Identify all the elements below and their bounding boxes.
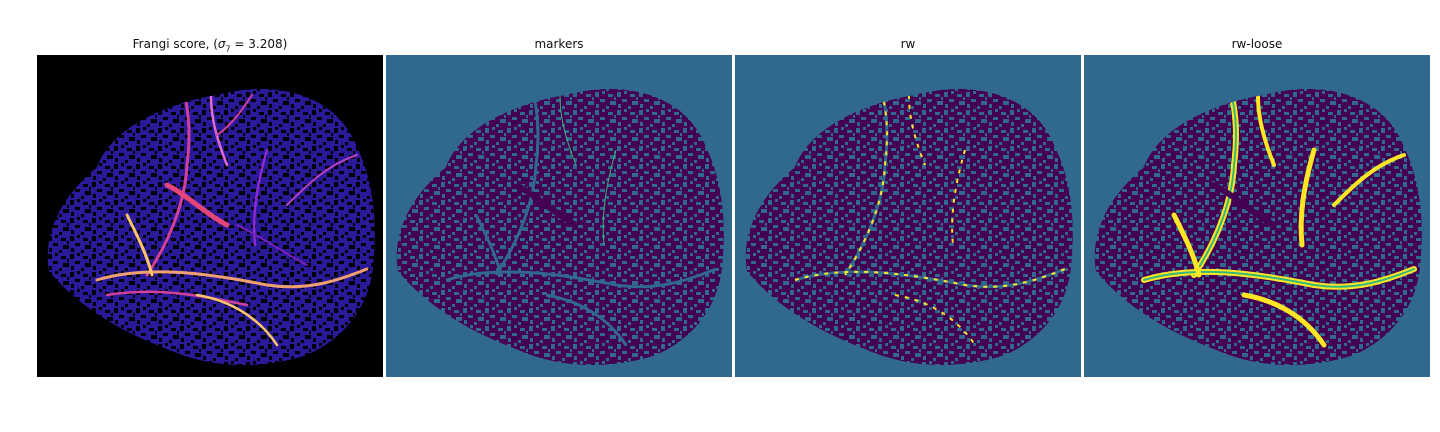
rw-loose-svg: [1094, 89, 1422, 366]
rw-vessels: [794, 89, 1066, 346]
markers-image: [386, 55, 732, 377]
frangi-title-sigma: σ: [217, 37, 226, 51]
frangi-title-prefix: Frangi score, (: [132, 37, 218, 51]
frangi-title-sub: 7: [225, 44, 231, 54]
rw-svg: [745, 89, 1073, 366]
frangi-tissue: [47, 89, 375, 366]
rw-loose-panel-title: rw-loose: [1231, 37, 1283, 51]
markers-tissue: [396, 89, 724, 366]
markers-seeds: [559, 89, 617, 246]
rw-image: [735, 55, 1081, 377]
frangi-vessels: [76, 89, 369, 356]
frangi-svg: [47, 89, 375, 366]
frangi-image: [37, 55, 383, 377]
rw-panel-title: rw: [900, 37, 916, 51]
frangi-title-suffix: = 3.208): [230, 37, 288, 51]
frangi-panel-title: Frangi score, (σ7 = 3.208): [37, 37, 383, 53]
markers-panel-title: markers: [534, 37, 584, 51]
markers-svg: [396, 89, 724, 366]
rw-tissue: [745, 89, 1073, 366]
rw-loose-image: [1084, 55, 1430, 377]
rw-loose-tissue: [1094, 89, 1422, 366]
